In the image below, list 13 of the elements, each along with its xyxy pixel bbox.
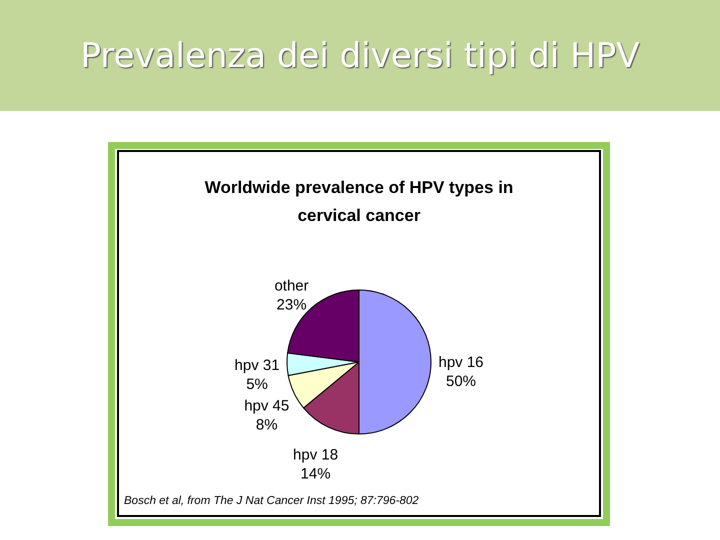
data-label: 23% (276, 296, 307, 314)
slice-label: hpv 45 (244, 397, 290, 414)
data-label: 14% (300, 465, 331, 482)
text: Bosch et al, from The J Nat Cancer Inst 1995; 87:796-802 (124, 495, 419, 507)
data-label: 5% (246, 376, 268, 394)
data-label: 8% (256, 416, 278, 434)
chart-title: Prevalenza dei diversi tipi di HPV (80, 36, 640, 76)
slice-label: hpv 16 (438, 354, 484, 371)
chart-subtitle: Worldwide prevalence of HPV types in cervical cancer (204, 178, 514, 225)
slice-label: hpv 31 (234, 357, 280, 374)
data-label: 50% (446, 373, 476, 390)
slice-label: other (274, 277, 309, 294)
slice-label: hpv 18 (293, 446, 338, 464)
